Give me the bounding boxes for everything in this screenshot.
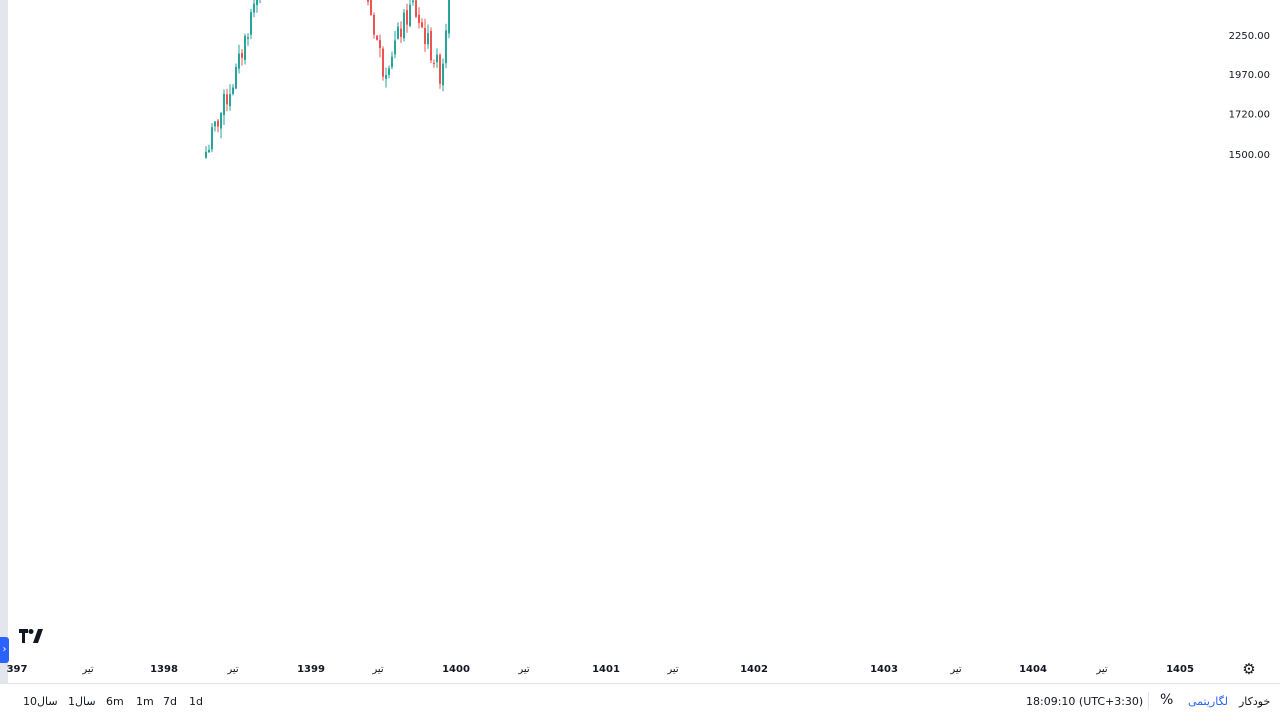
auto-scale-button[interactable]: خودکار bbox=[1239, 695, 1271, 708]
time-axis-label: 1402 bbox=[740, 664, 768, 675]
candle bbox=[205, 146, 207, 159]
time-axis-label: تیر bbox=[666, 664, 679, 675]
time-axis-label: 1401 bbox=[592, 664, 620, 675]
time-axis-label: تیر bbox=[517, 664, 530, 675]
range-10y-button[interactable]: 10سال bbox=[23, 695, 58, 708]
time-axis-label: تیر bbox=[226, 664, 239, 675]
candle bbox=[370, 0, 372, 16]
tradingview-logo-icon bbox=[14, 622, 48, 650]
price-axis-label: 1500.00 bbox=[1229, 150, 1270, 161]
candle bbox=[244, 33, 246, 65]
candle bbox=[421, 18, 423, 29]
candle bbox=[436, 48, 438, 68]
candle bbox=[259, 0, 261, 4]
price-axis-label: 1970.00 bbox=[1229, 70, 1270, 81]
range-1d-button[interactable]: 1d bbox=[189, 695, 203, 708]
candle bbox=[388, 65, 390, 79]
candle bbox=[418, 7, 420, 29]
candle bbox=[208, 144, 210, 153]
candle bbox=[250, 8, 252, 40]
candle bbox=[394, 30, 396, 59]
candle bbox=[385, 67, 387, 88]
time-axis-label: 1404 bbox=[1019, 664, 1047, 675]
candle bbox=[406, 3, 408, 33]
time-axis-label: 397 bbox=[7, 664, 28, 675]
range-1y-button[interactable]: 1سال bbox=[68, 695, 96, 708]
candle bbox=[226, 88, 228, 112]
price-axis-label: 1720.00 bbox=[1229, 110, 1270, 121]
time-axis-label: 1405 bbox=[1166, 664, 1194, 675]
candle bbox=[403, 8, 405, 42]
time-axis-label: تیر bbox=[1095, 664, 1108, 675]
candle bbox=[220, 112, 222, 139]
time-axis-label: تیر bbox=[371, 664, 384, 675]
candle bbox=[391, 51, 393, 70]
candle bbox=[445, 23, 447, 69]
range-1m-button[interactable]: 1m bbox=[136, 695, 154, 708]
range-7d-button[interactable]: 7d bbox=[163, 695, 177, 708]
price-chart[interactable]: 18009.8512841.66 30000.0026000.0022000.0… bbox=[0, 0, 1280, 683]
candle bbox=[211, 123, 213, 153]
candle bbox=[400, 21, 402, 43]
candle bbox=[424, 18, 426, 52]
candle bbox=[430, 27, 432, 63]
time-axis-label: تیر bbox=[81, 664, 94, 675]
candle bbox=[367, 0, 369, 6]
candle bbox=[247, 33, 249, 46]
time-axis: 397 تیر 1398 تیر 1399 تیر 1400 تیر 1401 تیر 1402 14… bbox=[7, 664, 1194, 675]
candle bbox=[442, 58, 444, 92]
candle bbox=[238, 44, 240, 74]
bottom-toolbar: 1d 7d 1m 6m 1سال 10سال 18:09:10 (UTC+3:3… bbox=[0, 683, 1280, 719]
divider bbox=[1148, 692, 1149, 710]
candles-layer bbox=[205, 0, 450, 159]
candle bbox=[223, 89, 225, 125]
clock-display: 18:09:10 (UTC+3:30) bbox=[1026, 695, 1144, 708]
time-axis-label: 1400 bbox=[442, 664, 470, 675]
price-axis-label: 2250.00 bbox=[1229, 31, 1270, 42]
candle bbox=[433, 59, 435, 68]
range-6m-button[interactable]: 6m bbox=[106, 695, 124, 708]
candle bbox=[439, 53, 441, 89]
time-axis-label: 1403 bbox=[870, 664, 898, 675]
gear-icon[interactable]: ⚙ bbox=[1242, 660, 1256, 678]
candle bbox=[415, 0, 417, 19]
time-axis-label: تیر bbox=[949, 664, 962, 675]
percent-scale-button[interactable]: % bbox=[1160, 692, 1174, 708]
candle bbox=[235, 63, 237, 90]
time-axis-label: 1398 bbox=[150, 664, 178, 675]
candle bbox=[232, 84, 234, 96]
candle bbox=[412, 0, 414, 6]
left-toolbar-strip bbox=[0, 0, 8, 683]
log-scale-button[interactable]: لگاریتمی bbox=[1188, 695, 1228, 708]
candle bbox=[379, 34, 381, 58]
price-axis: 30000.0026000.0022000.0019000.0016000.00… bbox=[1229, 31, 1270, 161]
candle bbox=[214, 120, 216, 132]
candle bbox=[256, 0, 258, 13]
candle bbox=[217, 118, 219, 133]
candle bbox=[448, 0, 450, 39]
candle bbox=[253, 0, 255, 18]
time-axis-label: 1399 bbox=[297, 664, 325, 675]
chevron-right-icon[interactable]: › bbox=[0, 637, 9, 663]
candle bbox=[373, 12, 375, 39]
candle bbox=[427, 24, 429, 49]
candle bbox=[376, 35, 378, 41]
candle bbox=[241, 48, 243, 66]
candle bbox=[229, 84, 231, 111]
candle bbox=[409, 0, 411, 28]
candle bbox=[397, 22, 399, 40]
candle bbox=[382, 46, 384, 81]
